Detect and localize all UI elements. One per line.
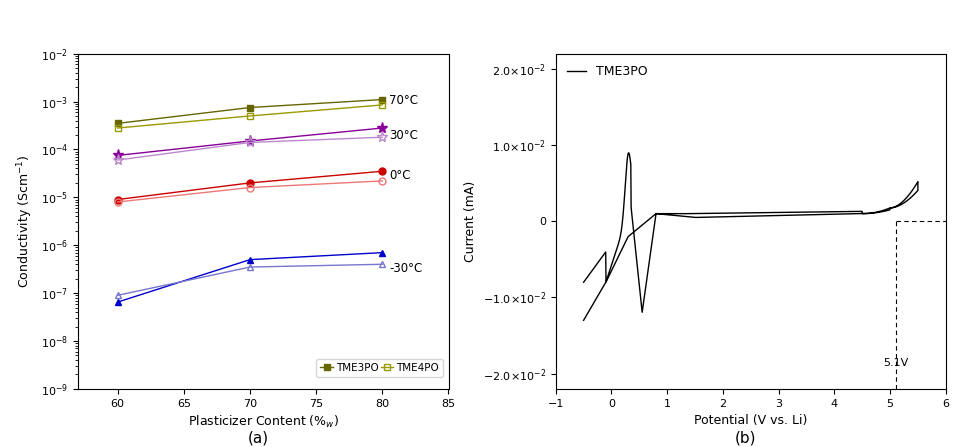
X-axis label: Potential (V vs. Li): Potential (V vs. Li) (694, 414, 807, 427)
Text: -30°C: -30°C (389, 262, 422, 275)
Text: 5.1V: 5.1V (883, 358, 909, 368)
Text: (b): (b) (735, 430, 757, 446)
Y-axis label: Current (mA): Current (mA) (464, 181, 477, 262)
Text: (a): (a) (248, 430, 269, 446)
Legend: TME3PO: TME3PO (562, 60, 652, 83)
Text: 30°C: 30°C (389, 128, 418, 142)
Text: 0°C: 0°C (389, 169, 410, 182)
Y-axis label: Conductivity (Scm$^{-1}$): Conductivity (Scm$^{-1}$) (16, 155, 35, 288)
X-axis label: Plasticizer Content (%$_{w}$): Plasticizer Content (%$_{w}$) (187, 414, 339, 430)
Legend: TME3PO, TME4PO: TME3PO, TME4PO (316, 358, 444, 377)
Text: 70°C: 70°C (389, 94, 418, 107)
